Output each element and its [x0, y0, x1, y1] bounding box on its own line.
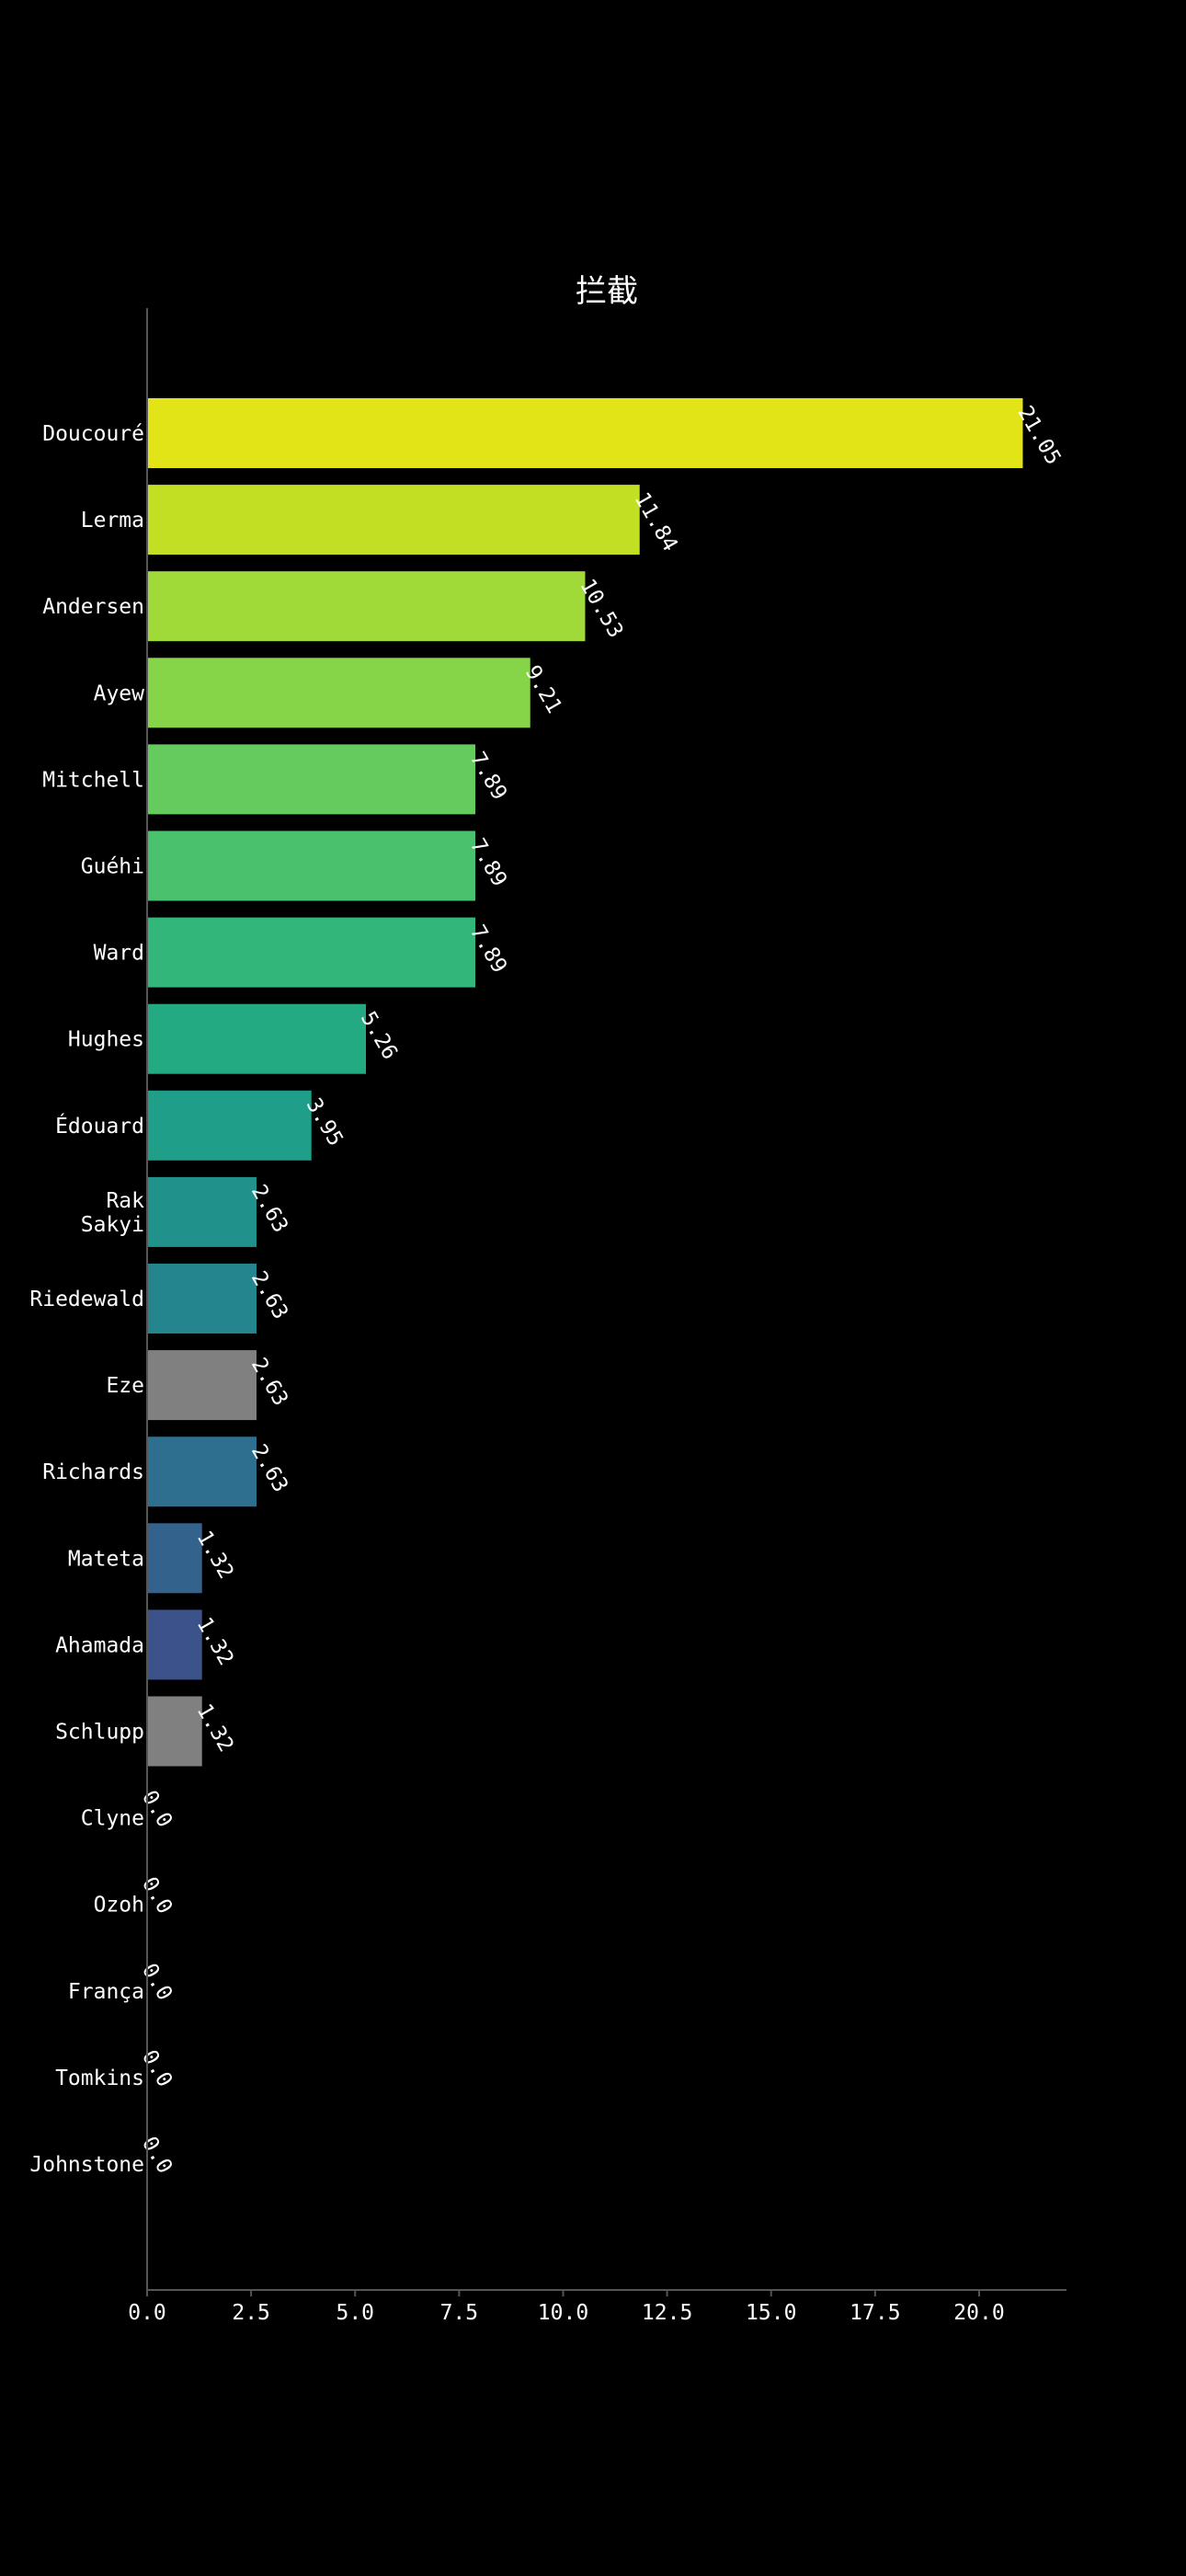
bar	[147, 1609, 202, 1680]
bar	[147, 1090, 312, 1161]
category-label: Édouard	[55, 1113, 144, 1139]
category-label: Mateta	[68, 1547, 144, 1571]
category-label: Tomkins	[55, 2067, 144, 2090]
bar	[147, 1264, 257, 1334]
category-label: Ahamada	[55, 1633, 144, 1657]
x-tick-label: 15.0	[746, 2301, 796, 2325]
bar	[147, 485, 640, 555]
category-label: Ward	[94, 942, 144, 966]
category-label: Mitchell	[42, 768, 144, 792]
category-label: Guéhi	[81, 855, 144, 879]
category-label: Rak Sakyi	[81, 1189, 144, 1237]
axes-layer: 0.0 2.5 5.0 7.5 10.0 12.5 15.0 17.5 20.0	[128, 308, 1066, 2325]
x-tick-label: 5.0	[336, 2301, 374, 2325]
category-label: Eze	[106, 1374, 144, 1398]
x-tick-label: 17.5	[850, 2301, 900, 2325]
x-tick-label: 10.0	[538, 2301, 588, 2325]
bar	[147, 744, 476, 815]
bar	[147, 658, 530, 728]
category-label: Clyne	[81, 1807, 144, 1831]
bar	[147, 1176, 257, 1247]
category-label: França	[68, 1980, 144, 2004]
category-label: Hughes	[68, 1028, 144, 1052]
bar	[147, 1437, 257, 1507]
category-label: Schlupp	[55, 1721, 144, 1745]
x-tick-label: 0.0	[128, 2301, 166, 2325]
x-tick-label: 12.5	[642, 2301, 692, 2325]
bar	[147, 1350, 257, 1421]
bar	[147, 571, 586, 642]
category-label: Johnstone	[29, 2153, 144, 2177]
category-label: Richards	[42, 1460, 144, 1484]
bar	[147, 917, 476, 988]
bar	[147, 1003, 367, 1074]
x-tick-label: 2.5	[232, 2301, 270, 2325]
category-label: Lerma	[81, 509, 144, 532]
category-label: Riedewald	[29, 1288, 144, 1311]
category-label: Ozoh	[94, 1894, 144, 1918]
category-label: Andersen	[42, 595, 144, 619]
chart-title: 拦截	[576, 273, 638, 310]
category-label: Doucouré	[42, 422, 144, 446]
bar	[147, 398, 1023, 468]
x-tick-label: 7.5	[440, 2301, 479, 2325]
bar	[147, 1696, 202, 1767]
x-tick-label: 20.0	[953, 2301, 1004, 2325]
bar	[147, 1523, 202, 1594]
category-label: Ayew	[94, 681, 145, 705]
bar	[147, 830, 476, 901]
